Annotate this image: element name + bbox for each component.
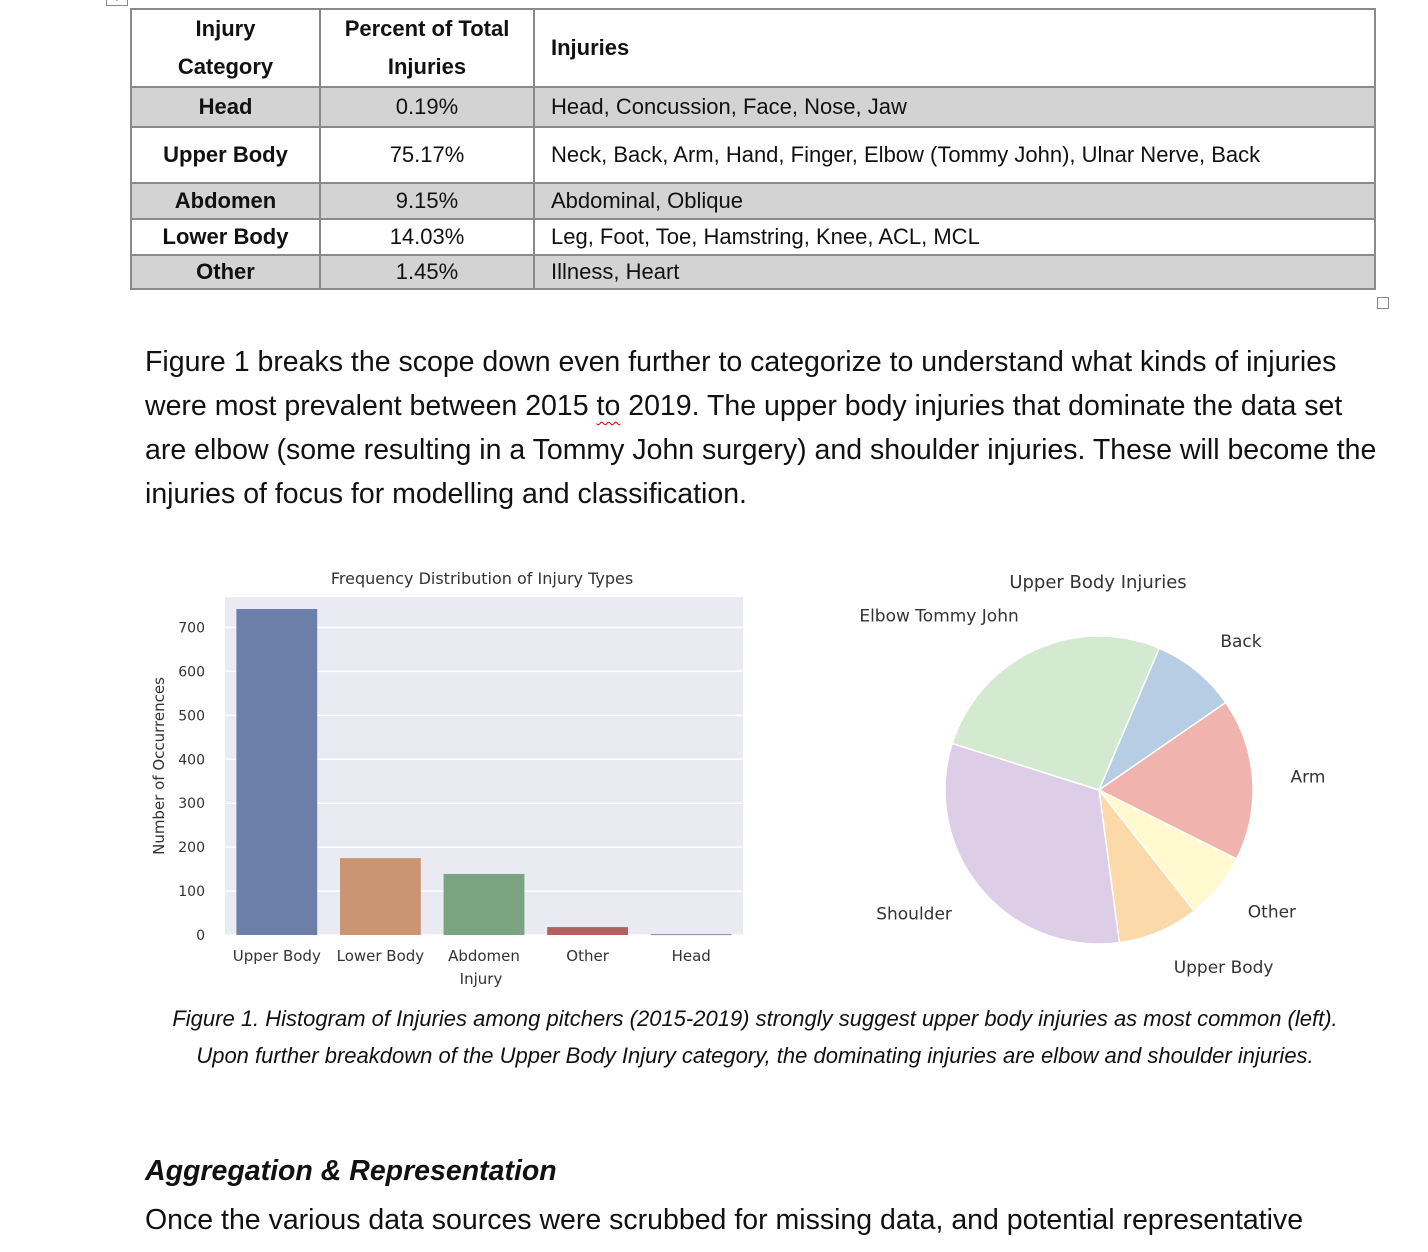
chart-title: Frequency Distribution of Injury Types [331, 569, 633, 588]
row-category: Upper Body [130, 126, 321, 184]
paragraph-text: Figure 1 breaks the scope down even furt… [145, 346, 1337, 422]
table-row: Upper Body 75.17% Neck, Back, Arm, Hand,… [130, 126, 1376, 184]
y-tick-label: 400 [178, 752, 205, 768]
pie-slice [944, 742, 1121, 945]
pie-label: Other [1248, 902, 1296, 922]
bar [236, 609, 318, 935]
x-axis-label: Injury [460, 970, 503, 988]
y-tick-label: 600 [178, 664, 205, 680]
y-tick-label: 0 [196, 928, 205, 944]
row-category: Lower Body [130, 218, 321, 256]
row-injuries: Leg, Foot, Toe, Hamstring, Knee, ACL, MC… [533, 218, 1376, 256]
y-tick-label: 500 [178, 708, 205, 724]
figure-caption: Figure 1. Histogram of Injuries among pi… [172, 1006, 1338, 1068]
bar [339, 858, 421, 935]
bar [443, 873, 525, 935]
row-injuries: Head, Concussion, Face, Nose, Jaw [533, 86, 1376, 128]
x-tick-label: Upper Body [233, 947, 321, 965]
y-tick-labels: 0 100 200 300 400 500 600 700 [178, 620, 205, 944]
section-heading: Aggregation & Representation [145, 1155, 557, 1187]
bar [547, 927, 629, 935]
bar [650, 934, 732, 936]
row-percent: 1.45% [319, 254, 535, 290]
paragraph-text: 2019. The upper body injuries that domin… [145, 390, 1377, 510]
body-paragraph: Figure 1 breaks the scope down even furt… [145, 340, 1385, 516]
row-category: Abdomen [130, 182, 321, 220]
table-row: Lower Body 14.03% Leg, Foot, Toe, Hamstr… [130, 218, 1376, 256]
pie-label: Upper Body [1174, 958, 1274, 978]
pie-label: Arm [1291, 768, 1326, 788]
pie-slice [1097, 647, 1227, 793]
pie-label: Shoulder [876, 904, 952, 924]
resize-handle[interactable] [1377, 297, 1389, 309]
x-tick-labels: Upper Body Lower Body Abdomen Other Head [233, 947, 711, 965]
y-tick-label: 200 [178, 840, 205, 856]
y-tick-label: 700 [178, 620, 205, 636]
row-category: Other [130, 254, 321, 290]
bar-chart: Frequency Distribution of Injury Types 0… [150, 569, 743, 988]
x-tick-label: Head [672, 947, 711, 965]
row-percent: 14.03% [319, 218, 535, 256]
spellcheck-word[interactable]: to [596, 390, 621, 422]
table-header-row: Injury Category Percent of Total Injurie… [130, 8, 1376, 88]
row-percent: 9.15% [319, 182, 535, 220]
table-row: Other 1.45% Illness, Heart [130, 254, 1376, 290]
injury-category-table: Injury Category Percent of Total Injurie… [130, 8, 1376, 290]
pie-slices [944, 635, 1254, 945]
x-tick-label: Other [566, 947, 609, 965]
chart-title: Upper Body Injuries [1009, 572, 1186, 593]
pie-slice [1097, 701, 1254, 860]
y-tick-label: 300 [178, 796, 205, 812]
x-tick-label: Lower Body [337, 947, 425, 965]
row-category: Head [130, 86, 321, 128]
x-tick-label: Abdomen [448, 947, 520, 965]
section-text: Once the various data sources were scrub… [145, 1204, 1304, 1236]
pie-labels: Back Arm Other Upper Body Shoulder Elbow Tomm… [859, 607, 1325, 978]
table-row: Abdomen 9.15% Abdominal, Oblique [130, 182, 1376, 220]
row-percent: 0.19% [319, 86, 535, 128]
pie-chart: Upper Body Injuries Back Arm Other Upper Bo… [859, 572, 1325, 978]
bars [236, 609, 732, 936]
table-row: Head 0.19% Head, Concussion, Face, Nose,… [130, 86, 1376, 128]
y-tick-label: 100 [178, 884, 205, 900]
row-injuries: Illness, Heart [533, 254, 1376, 290]
pie-slice [951, 635, 1161, 791]
header-injuries: Injuries [533, 8, 1376, 88]
header-percent: Percent of Total Injuries [319, 8, 535, 88]
y-axis-label: Number of Occurrences [150, 677, 168, 855]
pie-label: Elbow Tommy John [859, 607, 1018, 627]
row-injuries: Neck, Back, Arm, Hand, Finger, Elbow (To… [533, 126, 1376, 184]
header-category: Injury Category [130, 8, 321, 88]
pie-label: Back [1220, 632, 1261, 652]
anchor-icon[interactable] [106, 0, 128, 6]
row-injuries: Abdominal, Oblique [533, 182, 1376, 220]
row-percent: 75.17% [319, 126, 535, 184]
